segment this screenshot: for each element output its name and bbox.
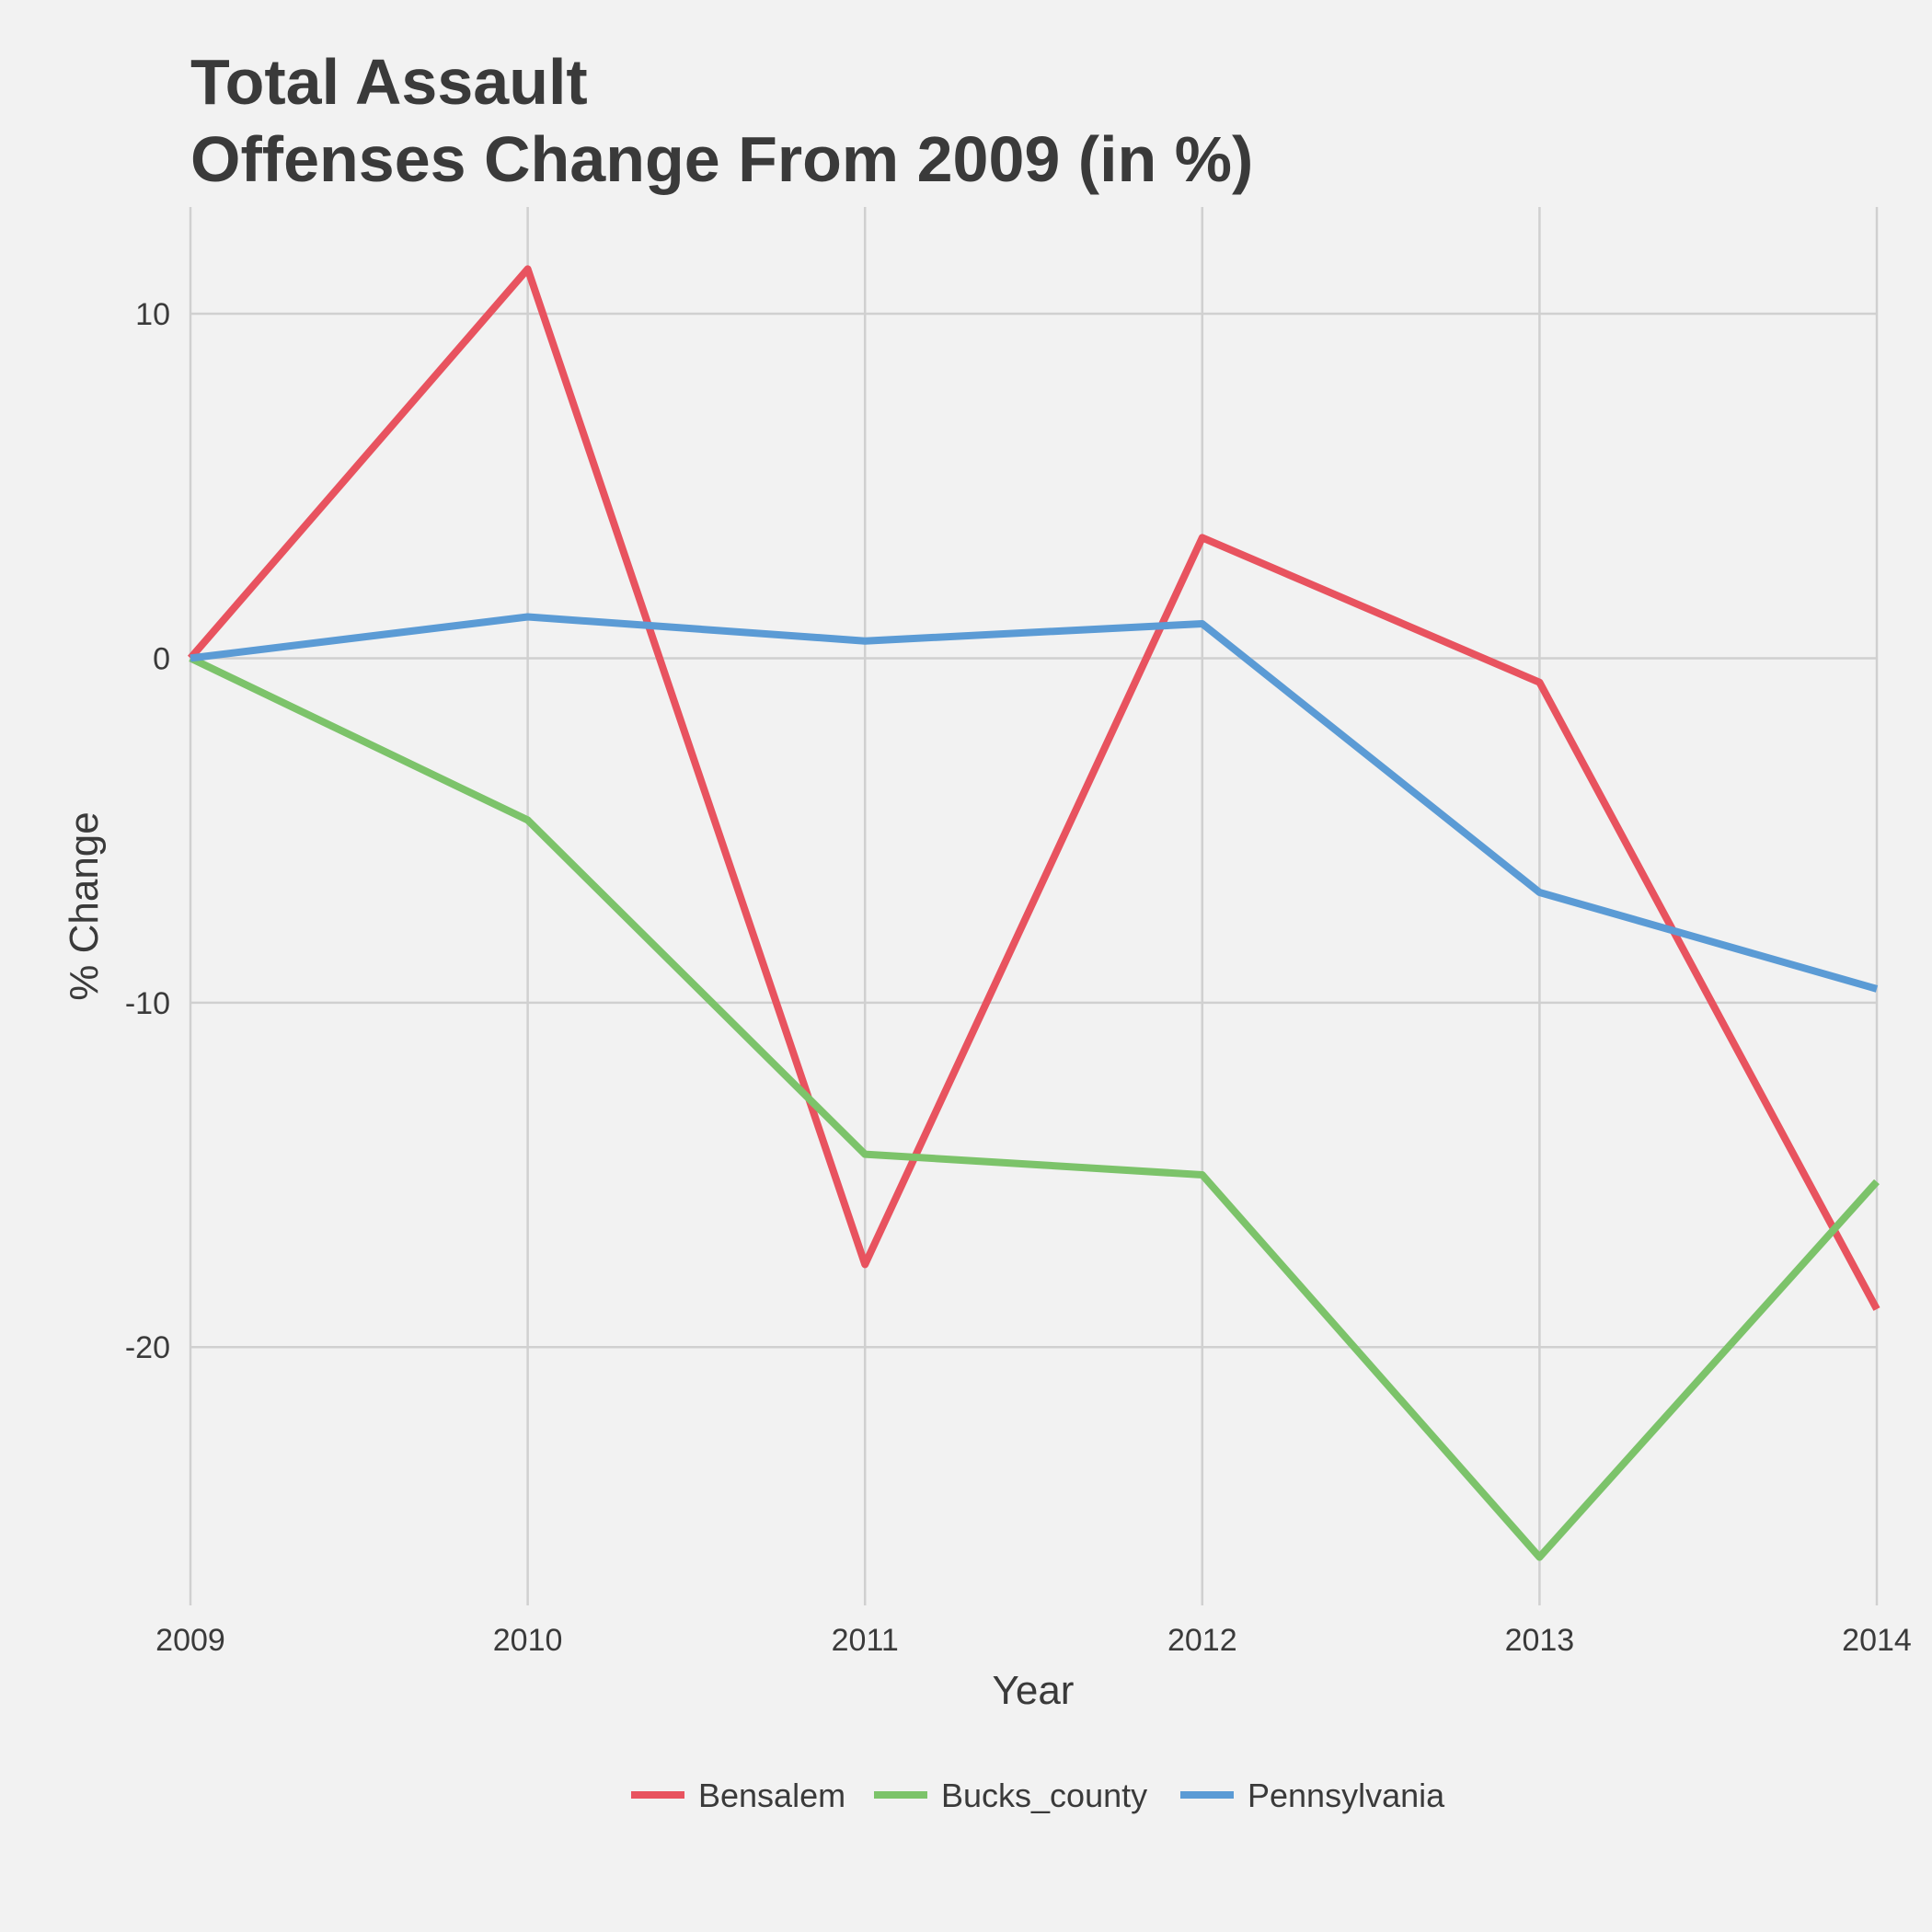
chart-title-line-2: Offenses Change From 2009 (in %) bbox=[190, 123, 1253, 195]
legend: Bensalem Bucks_county Pennsylvania bbox=[631, 1777, 1445, 1814]
y-tick-label: -10 bbox=[125, 986, 170, 1021]
x-tick-label: 2011 bbox=[832, 1623, 899, 1658]
chart-title-line-1: Total Assault bbox=[190, 46, 588, 118]
series-line-bensalem bbox=[187, 265, 1880, 1311]
x-axis-tick-labels: 2009 2010 2011 2012 2013 2014 bbox=[155, 1623, 1912, 1658]
series-line-bucks-county bbox=[189, 654, 1880, 1561]
x-tick-label: 2014 bbox=[1842, 1623, 1912, 1658]
legend-label: Bucks_county bbox=[941, 1777, 1147, 1814]
series-line-pennsylvania bbox=[190, 613, 1879, 993]
x-tick-label: 2010 bbox=[493, 1623, 563, 1658]
y-tick-label: -20 bbox=[125, 1330, 170, 1365]
gridlines bbox=[189, 207, 1879, 1605]
y-tick-label: 10 bbox=[135, 297, 170, 332]
legend-label: Pennsylvania bbox=[1248, 1777, 1445, 1814]
y-tick-label: 0 bbox=[153, 641, 170, 676]
x-tick-label: 2009 bbox=[155, 1623, 225, 1658]
x-axis-title: Year bbox=[993, 1668, 1075, 1713]
x-tick-label: 2013 bbox=[1505, 1623, 1575, 1658]
x-tick-label: 2012 bbox=[1167, 1623, 1237, 1658]
series-lines bbox=[187, 265, 1880, 1561]
legend-label: Bensalem bbox=[698, 1777, 845, 1814]
y-axis-title: % Change bbox=[62, 811, 107, 1000]
y-axis-tick-labels: 10 0 -10 -20 bbox=[125, 297, 170, 1365]
